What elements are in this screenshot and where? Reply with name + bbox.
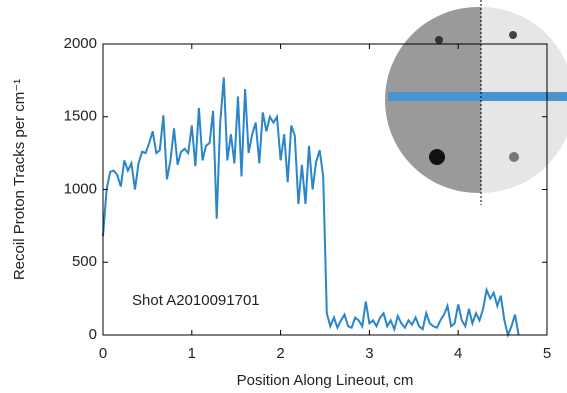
- x-tick-label: 1: [188, 345, 196, 362]
- y-tick-label: 1000: [64, 180, 97, 197]
- x-tick-label: 0: [99, 345, 107, 362]
- y-tick-label: 2000: [64, 35, 97, 52]
- inset-image: [385, 0, 567, 205]
- x-tick-label: 2: [276, 345, 284, 362]
- y-axis-label: Recoil Proton Tracks per cm⁻¹: [11, 79, 28, 280]
- y-tick-label: 500: [72, 253, 97, 270]
- y-tick-label: 0: [89, 326, 97, 343]
- x-axis-label: Position Along Lineout, cm: [237, 372, 414, 389]
- annotation: Shot A2010091701: [132, 292, 260, 309]
- x-tick-label: 5: [543, 345, 551, 362]
- y-tick-label: 1500: [64, 108, 97, 125]
- x-tick-label: 4: [454, 345, 462, 362]
- chart: 0 1 2 3 4 5 0 500 1000 1500 2000 Position Along Lin…: [0, 0, 567, 393]
- x-tick-label: 3: [365, 345, 373, 362]
